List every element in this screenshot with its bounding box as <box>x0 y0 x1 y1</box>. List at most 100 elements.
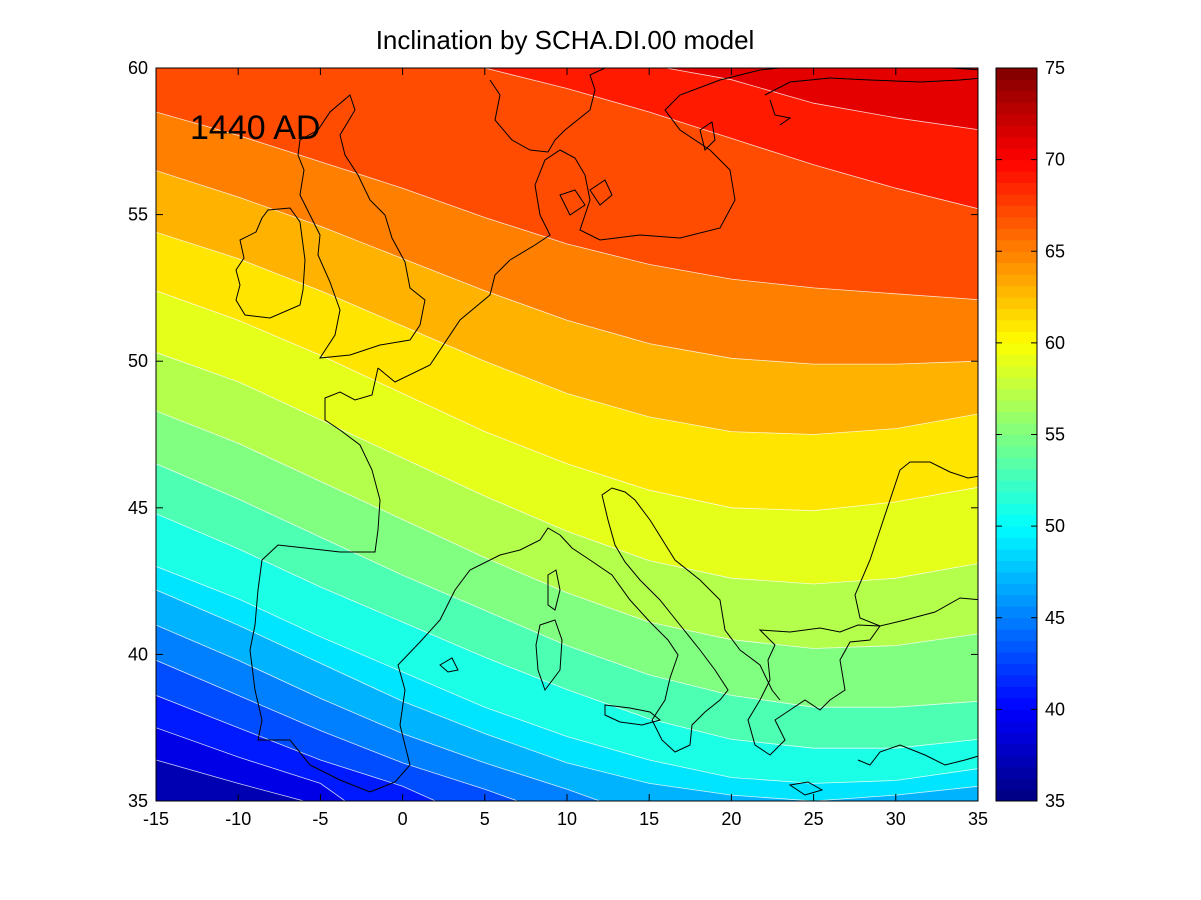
colorbar-step <box>996 640 1037 653</box>
contour-line-68 <box>484 68 978 210</box>
x-tick-label: -10 <box>225 809 251 829</box>
coastline-great-britain <box>297 94 426 359</box>
colorbar-step <box>996 583 1037 596</box>
colorbar-step <box>996 182 1037 195</box>
contour-line-38 <box>156 759 305 801</box>
colorbar: 35 40 45 50 55 60 65 70 75 <box>995 58 1065 811</box>
x-tick-label: -5 <box>312 809 328 829</box>
contour-line-48 <box>156 589 978 801</box>
colorbar-step <box>996 755 1037 768</box>
colorbar-step <box>996 549 1037 561</box>
colorbar-step <box>996 732 1037 745</box>
colorbar-step <box>996 274 1037 287</box>
contour-line-52 <box>156 513 978 749</box>
colorbar-step <box>996 468 1037 481</box>
colorbar-step <box>996 365 1037 378</box>
coastline-anatolia-south <box>857 744 978 766</box>
coastline-baltic <box>764 77 978 126</box>
coastline-corsica <box>547 569 561 611</box>
x-tick-label: 30 <box>886 809 906 829</box>
x-tick-label: 0 <box>398 809 408 829</box>
colorbar-step <box>996 136 1037 149</box>
colorbar-step <box>996 709 1037 722</box>
colorbar-tick-label: 65 <box>1045 241 1065 261</box>
colorbar-step <box>996 319 1037 332</box>
colorbar-step <box>996 778 1037 791</box>
colorbar-step <box>996 411 1037 424</box>
colorbar-step <box>996 308 1037 321</box>
colorbar-step <box>996 125 1037 138</box>
colorbar-step <box>996 216 1037 229</box>
colorbar-tick-label: 40 <box>1045 699 1065 719</box>
colorbar-step <box>996 503 1037 516</box>
colorbar-step <box>996 102 1037 115</box>
colorbar-step <box>996 388 1037 401</box>
contour-line-56 <box>156 410 978 649</box>
coastline-mallorca <box>439 657 459 673</box>
colorbar-step <box>996 205 1037 218</box>
colorbar-step <box>996 262 1037 275</box>
colorbar-tick-label: 35 <box>1045 791 1065 811</box>
colorbar-tick-label: 50 <box>1045 516 1065 536</box>
colorbar-step <box>996 159 1037 172</box>
colorbar-step <box>996 697 1037 710</box>
colorbar-step <box>996 331 1037 344</box>
colorbar-step <box>996 79 1037 92</box>
colorbar-step <box>996 68 1037 80</box>
chart-title: Inclination by SCHA.DI.00 model <box>376 25 755 55</box>
coastline-france-iberia <box>249 367 561 793</box>
colorbar-ticks: 35 40 45 50 55 60 65 70 75 <box>995 58 1065 811</box>
contour-line-62 <box>156 231 978 435</box>
x-tick-label: 15 <box>639 809 659 829</box>
colorbar-tick-label: 55 <box>1045 425 1065 445</box>
coastline-continental-west <box>854 461 978 627</box>
colorbar-step <box>996 743 1037 756</box>
y-tick-label: 40 <box>128 644 148 664</box>
colorbar-step <box>996 148 1037 161</box>
contour-line-70 <box>665 68 978 130</box>
colorbar-step <box>996 480 1037 493</box>
colorbar-step <box>996 560 1037 573</box>
contour-line-54 <box>156 463 978 708</box>
colorbar-step <box>996 652 1037 665</box>
colorbar-step <box>996 342 1037 355</box>
colorbar-step <box>996 297 1037 310</box>
contour-band-68 <box>156 68 978 209</box>
contour-line-64 <box>156 170 978 365</box>
colorbar-step <box>996 537 1037 550</box>
coastline-italy <box>559 487 781 753</box>
colorbar-step <box>996 526 1037 539</box>
y-tick-label: 35 <box>128 791 148 811</box>
y-axis: 35 40 45 50 55 60 <box>128 58 978 811</box>
colorbar-step <box>996 354 1037 367</box>
colorbar-tick-label: 75 <box>1045 58 1065 78</box>
colorbar-step <box>996 445 1037 458</box>
colorbar-step <box>996 434 1037 447</box>
colorbar-step <box>996 457 1037 470</box>
colorbar-step <box>996 90 1037 103</box>
x-axis: -15 -10 -5 0 5 10 15 20 25 30 35 <box>143 68 988 829</box>
coastline-sicily <box>604 704 662 726</box>
colorbar-step <box>996 514 1037 527</box>
coastline-scandinavia-sw <box>489 68 606 153</box>
colorbar-step <box>996 663 1037 676</box>
contour-line-60 <box>156 290 978 512</box>
colorbar-step <box>996 720 1037 733</box>
contour-line-50 <box>156 566 978 784</box>
x-tick-label: 35 <box>968 809 988 829</box>
colorbar-step <box>996 113 1037 126</box>
x-tick-label: 20 <box>721 809 741 829</box>
coastline-baltic-islands <box>559 121 716 216</box>
colorbar-tick-label: 70 <box>1045 150 1065 170</box>
colorbar-step <box>996 251 1037 264</box>
colorbar-step <box>996 193 1037 206</box>
coastline-crete <box>788 781 824 796</box>
plot-area: -15 -10 -5 0 5 10 15 20 25 30 35 35 40 45 50 55 60 1440… <box>128 58 988 829</box>
colorbar-step <box>996 629 1037 642</box>
colorbar-step <box>996 400 1037 413</box>
x-tick-label: 25 <box>804 809 824 829</box>
contour-line-44 <box>156 659 518 801</box>
colorbar-step <box>996 594 1037 607</box>
contour-line-66 <box>156 111 978 300</box>
colorbar-step <box>996 285 1037 298</box>
